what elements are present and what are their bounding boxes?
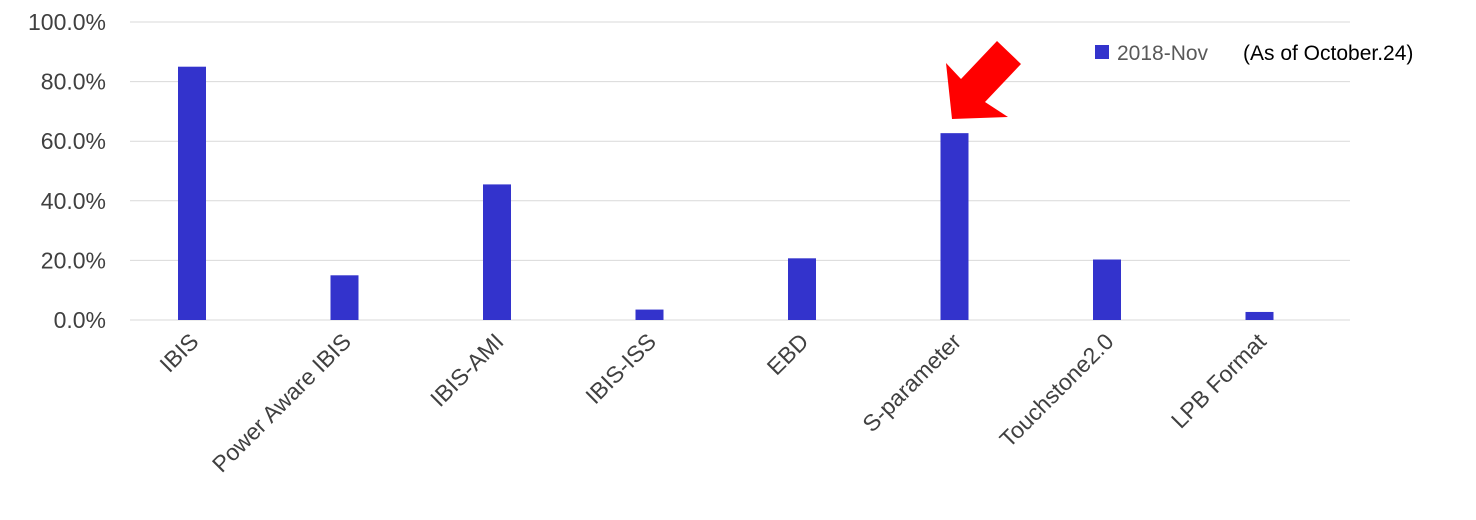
bar xyxy=(1245,311,1274,320)
x-category-label: Touchstone2.0 xyxy=(994,328,1118,452)
x-category-label: LPB Format xyxy=(1166,328,1272,434)
bar xyxy=(788,258,816,320)
x-category-label: IBIS-ISS xyxy=(580,328,661,409)
legend: 2018-Nov (As of October.24) xyxy=(1095,42,1413,65)
y-tick-label: 20.0% xyxy=(41,247,106,273)
legend-swatch xyxy=(1095,45,1109,59)
bar xyxy=(1093,259,1121,320)
x-category-label: S-parameter xyxy=(857,328,966,437)
x-category-label: EBD xyxy=(762,328,814,380)
x-category-label: IBIS xyxy=(154,328,203,377)
x-axis-category-labels: IBIS Power Aware IBIS IBIS-AMI IBIS-ISS EBD S… xyxy=(154,328,1271,478)
red-arrow-icon xyxy=(946,41,1021,119)
bars xyxy=(178,66,1274,320)
bar xyxy=(635,309,664,320)
bar xyxy=(483,184,511,320)
y-tick-label: 80.0% xyxy=(41,69,106,95)
x-category-label: IBIS-AMI xyxy=(425,328,508,411)
y-tick-label: 100.0% xyxy=(28,9,106,35)
bar xyxy=(178,66,206,320)
bar xyxy=(330,275,359,320)
y-axis-tick-labels: 0.0% 20.0% 40.0% 60.0% 80.0% 100.0% xyxy=(28,9,106,333)
bar xyxy=(940,133,969,320)
legend-note: (As of October.24) xyxy=(1243,42,1413,65)
y-tick-label: 60.0% xyxy=(41,128,106,154)
legend-series-label: 2018-Nov xyxy=(1117,42,1209,65)
y-tick-label: 0.0% xyxy=(54,307,106,333)
y-tick-label: 40.0% xyxy=(41,188,106,214)
x-category-label: Power Aware IBIS xyxy=(207,328,356,477)
gridlines xyxy=(130,21,1350,321)
